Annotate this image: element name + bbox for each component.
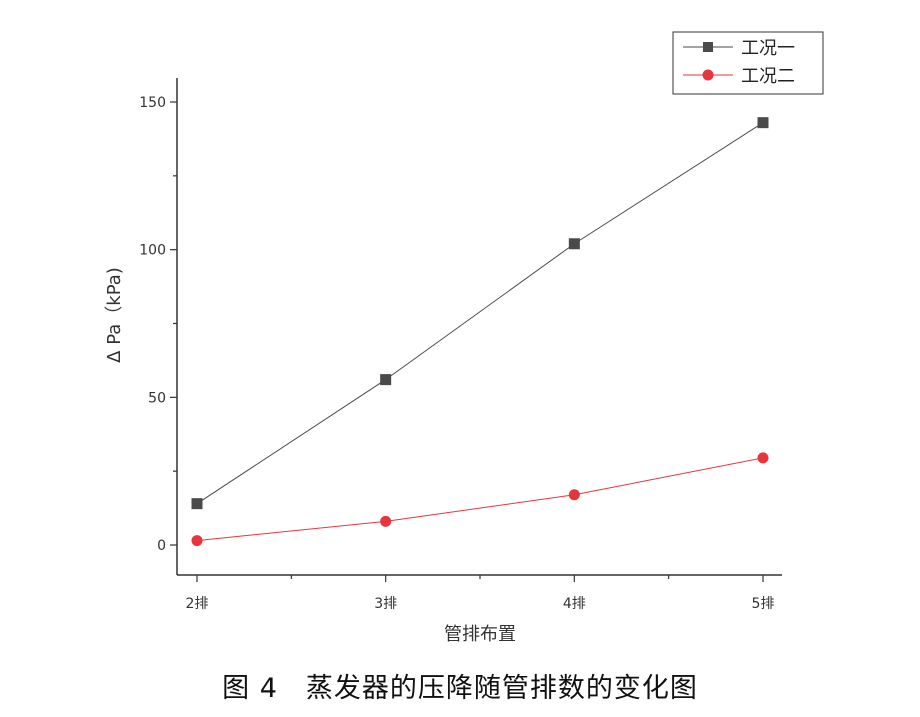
data-point-square [380,374,392,386]
y-tick-label: 100 [139,243,166,259]
y-axis-ticks: 0 50 100 150 [139,95,177,554]
y-tick-label: 50 [148,390,166,406]
x-axis-ticks: 2排 3排 4排 5排 [186,575,775,612]
legend-marker-1 [703,42,713,52]
x-tick-label: 4排 [563,596,586,612]
data-point-circle [757,452,769,464]
x-tick-label: 5排 [752,596,775,612]
x-tick-label: 2排 [186,596,209,612]
line-chart: 0 50 100 150 2排 3排 4排 5排 Δ Pa（kPa) 管排布置 工况一 工况… [104,31,824,645]
data-point-circle [191,535,203,547]
y-tick-label: 0 [157,538,166,554]
legend-label-2: 工况二 [741,66,795,87]
legend-box [672,31,824,95]
x-axis-title: 管排布置 [444,624,516,645]
legend-marker-2 [702,69,714,81]
x-tick-label: 3排 [374,596,397,612]
data-point-square [568,238,580,250]
legend-label-1: 工况一 [741,38,795,59]
y-axis-title: Δ Pa（kPa) [104,267,125,363]
legend: 工况一 工况二 [672,31,824,95]
y-tick-label: 150 [139,95,166,111]
data-point-square [757,117,769,129]
plot-area: 0 50 100 150 2排 3排 4排 5排 [139,78,782,612]
figure-caption: 图 4 蒸发器的压降随管排数的变化图 [222,673,698,704]
data-point-square [191,498,203,510]
series-line-2 [196,457,764,542]
data-point-circle [568,489,580,501]
series-line-1 [196,122,764,505]
series-layer [191,117,769,547]
data-point-circle [380,515,392,527]
